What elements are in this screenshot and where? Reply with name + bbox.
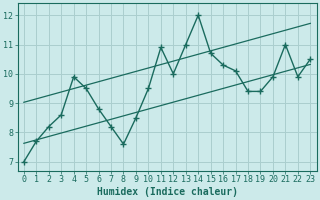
X-axis label: Humidex (Indice chaleur): Humidex (Indice chaleur) (97, 186, 237, 197)
